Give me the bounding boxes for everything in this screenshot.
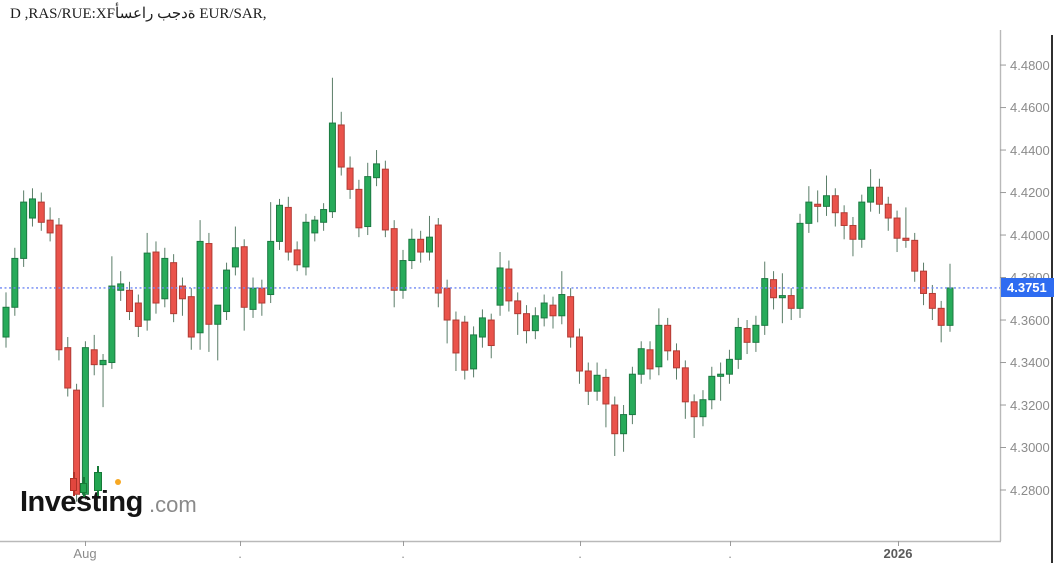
price-tick-label: 4.3000 <box>1010 440 1050 455</box>
logo-red-candle-icon <box>70 478 77 491</box>
last-price-value: 4.3751 <box>1007 280 1047 296</box>
price-tick-label: 4.3200 <box>1010 397 1050 413</box>
time-tick-label: . <box>238 546 242 561</box>
investing-watermark: Investing .com <box>20 466 210 522</box>
time-tick-label: . <box>401 546 405 561</box>
price-tick-label: 4.3600 <box>1010 312 1050 328</box>
time-tick-label: . <box>728 546 732 561</box>
price-tick-label: 4.4400 <box>1010 142 1050 158</box>
logo-orange-dot-icon <box>115 479 121 485</box>
price-tick-label: 4.4200 <box>1010 185 1050 201</box>
logo-tld-text: .com <box>149 492 197 517</box>
time-tick-label: . <box>578 546 582 561</box>
price-tick-label: 4.3400 <box>1010 355 1050 371</box>
logo-green-candle-icon <box>80 483 87 493</box>
price-tick-label: 4.4800 <box>1010 57 1050 73</box>
price-tick-label: 4.4600 <box>1010 100 1050 116</box>
price-tick-label: 4.4000 <box>1010 227 1050 243</box>
price-tick-label: 4.2800 <box>1010 482 1050 498</box>
time-tick-label: 2026 <box>883 546 913 561</box>
chart-title: D ,RAS/RUE:XFةدجب راعسأ EUR/SAR, <box>10 6 267 22</box>
last-price-badge: 4.3751 <box>1001 278 1054 298</box>
logo-green-candle-icon <box>94 472 102 491</box>
time-tick-label: Aug <box>73 546 97 561</box>
